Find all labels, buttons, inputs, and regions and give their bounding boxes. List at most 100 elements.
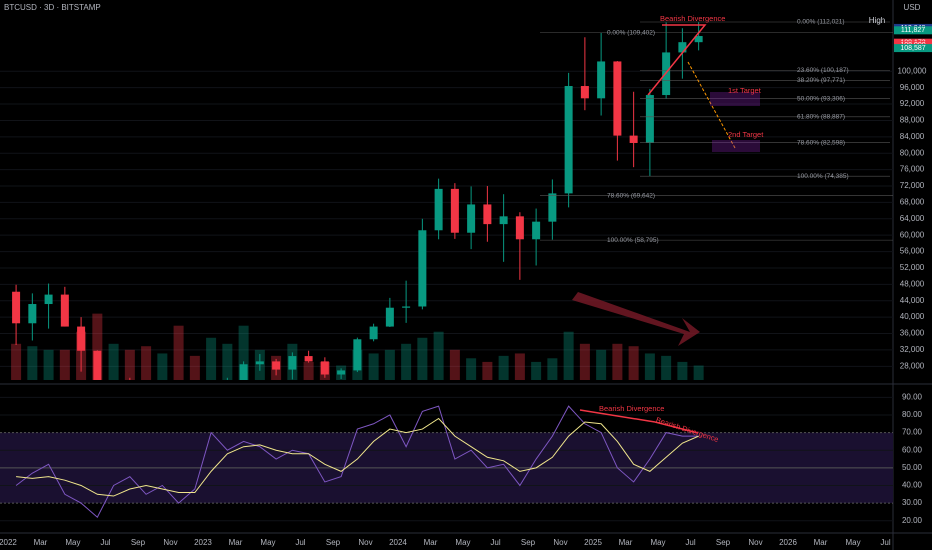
volume-bar	[547, 358, 558, 380]
y-tick-label: 48,000	[900, 279, 925, 288]
x-tick-label: 2025	[584, 538, 602, 547]
volume-bar	[92, 313, 103, 380]
volume-bar	[238, 325, 249, 380]
volume-bar	[628, 346, 639, 380]
candle-body	[337, 370, 346, 375]
x-tick-label: 2026	[779, 538, 797, 547]
fib-label: 23.60% (100,187)	[797, 67, 849, 74]
y-tick-label: 60,000	[900, 230, 925, 239]
y-tick-label: 80,000	[900, 148, 925, 157]
volume-bar	[173, 325, 184, 380]
x-tick-label: Nov	[163, 538, 177, 547]
y-tick-label: 30.00	[902, 498, 923, 507]
candle-body	[694, 36, 703, 43]
candle-body	[613, 61, 622, 136]
y-tick-label: 88,000	[900, 116, 925, 125]
volume-bar	[514, 353, 525, 380]
y-tick-label: 20.00	[902, 516, 923, 525]
candle-body	[12, 291, 21, 324]
candle-body	[239, 364, 248, 380]
candle-body	[597, 61, 606, 99]
y-tick-label: 56,000	[900, 247, 925, 256]
y-tick-label: 100,000	[898, 66, 927, 75]
y-tick-label: 76,000	[900, 165, 925, 174]
candle-body	[483, 204, 492, 225]
volume-bar	[579, 343, 590, 380]
fib-label: 0.00% (112,021)	[797, 19, 845, 26]
x-tick-label: Jul	[880, 538, 890, 547]
volume-bar	[449, 349, 460, 380]
price-pane	[0, 21, 893, 380]
annotation: 2nd Target	[728, 130, 764, 139]
symbol-title: BTCUSD · 3D · BITSTAMP	[4, 3, 101, 12]
currency: USD	[904, 3, 921, 12]
x-tick-label: Sep	[326, 538, 341, 547]
candle-body	[434, 188, 443, 231]
volume-bar	[157, 353, 168, 380]
x-tick-label: Jul	[295, 538, 305, 547]
x-tick-label: May	[650, 538, 665, 547]
candle-body	[255, 361, 264, 365]
x-tick-label: Jul	[490, 538, 500, 547]
volume-bar	[498, 355, 509, 380]
down-arrow	[572, 292, 700, 346]
candle-body	[580, 86, 589, 99]
y-tick-label: 84,000	[900, 132, 925, 141]
x-tick-label: May	[260, 538, 275, 547]
candle-body	[402, 306, 411, 308]
target-box	[712, 140, 760, 152]
fib-label: 78.60% (82,598)	[797, 139, 845, 146]
target-arrow	[687, 61, 736, 149]
drawings	[572, 24, 760, 434]
price-tag-label: 108,587	[900, 45, 925, 52]
volume-bar	[596, 349, 607, 380]
candle-body	[678, 42, 687, 53]
volume-bar	[563, 331, 574, 380]
candle-body	[564, 86, 573, 194]
y-tick-label: 40.00	[902, 481, 923, 490]
fib-label: 61.80% (88,887)	[797, 114, 845, 121]
x-tick-label: Nov	[553, 538, 567, 547]
volume-bar	[11, 343, 22, 380]
volume-bar	[206, 337, 217, 380]
y-tick-label: 40,000	[900, 312, 925, 321]
volume-bar	[141, 346, 152, 380]
candle-body	[77, 326, 86, 351]
x-tick-label: Sep	[131, 538, 146, 547]
volume-bar	[368, 353, 379, 380]
candle-body	[450, 188, 459, 233]
x-tick-label: Jul	[100, 538, 110, 547]
candle-body	[467, 204, 476, 233]
rsi-divergence-line	[579, 409, 656, 423]
fib-label: 38.20% (97,771)	[797, 77, 845, 84]
y-tick-label: 70.00	[902, 428, 923, 437]
candle-body	[515, 216, 524, 240]
divergence-line	[647, 24, 707, 96]
high-label: High	[869, 16, 885, 25]
candle-body	[320, 361, 329, 375]
volume-bar	[124, 349, 135, 380]
annotation: 1st Target	[728, 86, 762, 95]
volume-bar	[661, 355, 672, 380]
volume-bar	[482, 361, 493, 380]
annotation: Bearish Divergence	[660, 14, 725, 23]
x-tick-label: Nov	[358, 538, 372, 547]
candle-body	[548, 193, 557, 222]
volume-bar	[531, 361, 542, 380]
price-tag	[894, 26, 932, 35]
candle-body	[353, 339, 362, 371]
candle-body	[499, 216, 508, 225]
y-tick-label: 90.00	[902, 392, 923, 401]
y-tick-label: 68,000	[900, 198, 925, 207]
volume-bar	[612, 343, 623, 380]
rsi-line	[16, 417, 699, 497]
y-tick-label: 32,000	[900, 345, 925, 354]
volume-bar	[43, 349, 54, 380]
candle-body	[272, 361, 281, 370]
fib-label: 50.00% (93,306)	[797, 95, 845, 102]
y-tick-label: 60.00	[902, 445, 923, 454]
y-tick-label: 80.00	[902, 410, 923, 419]
candle-body	[304, 356, 313, 362]
volume-bar	[222, 343, 233, 380]
annotation: Bearish Divergence	[599, 404, 664, 413]
